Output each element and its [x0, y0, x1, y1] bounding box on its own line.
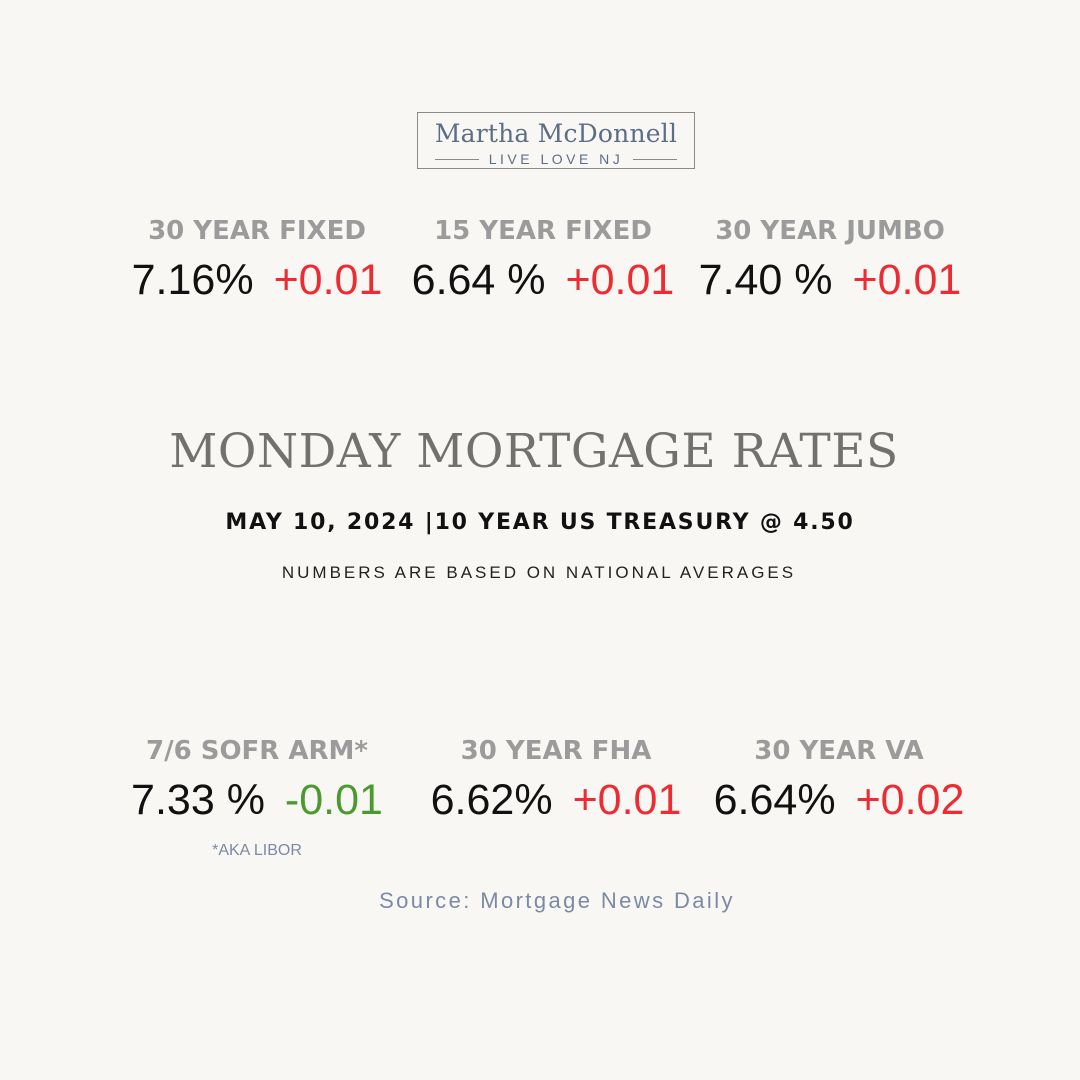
- date-treasury-line: MAY 10, 2024 |10 YEAR US TREASURY @ 4.50: [225, 510, 855, 535]
- libor-footnote: *AKA LIBOR: [212, 842, 302, 859]
- logo-divider-left: [434, 158, 479, 160]
- rate-label: 30 YEAR VA: [754, 736, 924, 766]
- rate-value-row: 7.40 % +0.01: [699, 256, 962, 305]
- averages-note: NUMBERS ARE BASED ON NATIONAL AVERAGES: [281, 563, 797, 582]
- logo-divider-right: [633, 158, 678, 160]
- rate-label: 15 YEAR FIXED: [434, 216, 652, 246]
- rate-value: 6.62%: [430, 776, 553, 824]
- rate-value: 7.16%: [131, 256, 254, 304]
- rate-label: 30 YEAR FHA: [460, 736, 652, 766]
- rate-value: 6.64 %: [411, 256, 546, 304]
- rate-value-row: 6.64% +0.02: [714, 776, 965, 825]
- rate-change: +0.02: [855, 776, 965, 824]
- rate-value-row: 6.62% +0.01: [431, 776, 682, 825]
- rate-value: 6.64%: [713, 776, 836, 824]
- rate-value: 7.33 %: [131, 776, 265, 824]
- page-title: MONDAY MORTGAGE RATES: [169, 424, 899, 479]
- logo-name: Martha McDonnell: [434, 119, 678, 148]
- rate-value-row: 7.16% +0.01: [132, 256, 383, 305]
- rate-change: -0.01: [284, 776, 383, 824]
- rate-value-row: 7.33 % -0.01: [131, 776, 383, 825]
- brand-logo: Martha McDonnell LIVE LOVE NJ: [417, 112, 695, 169]
- rate-label: 7/6 SOFR ARM*: [145, 736, 369, 766]
- rate-change: +0.01: [273, 256, 383, 304]
- rate-value-row: 6.64 % +0.01: [412, 256, 675, 305]
- rate-change: +0.01: [565, 256, 675, 304]
- logo-tagline: LIVE LOVE NJ: [488, 151, 624, 167]
- rate-label: 30 YEAR FIXED: [148, 216, 366, 246]
- rate-value: 7.40 %: [698, 256, 833, 304]
- rate-change: +0.01: [852, 256, 962, 304]
- source-credit: Source: Mortgage News Daily: [379, 888, 735, 913]
- rate-label: 30 YEAR JUMBO: [715, 216, 945, 246]
- logo-tagline-row: LIVE LOVE NJ: [418, 151, 694, 167]
- rate-change: +0.01: [572, 776, 682, 824]
